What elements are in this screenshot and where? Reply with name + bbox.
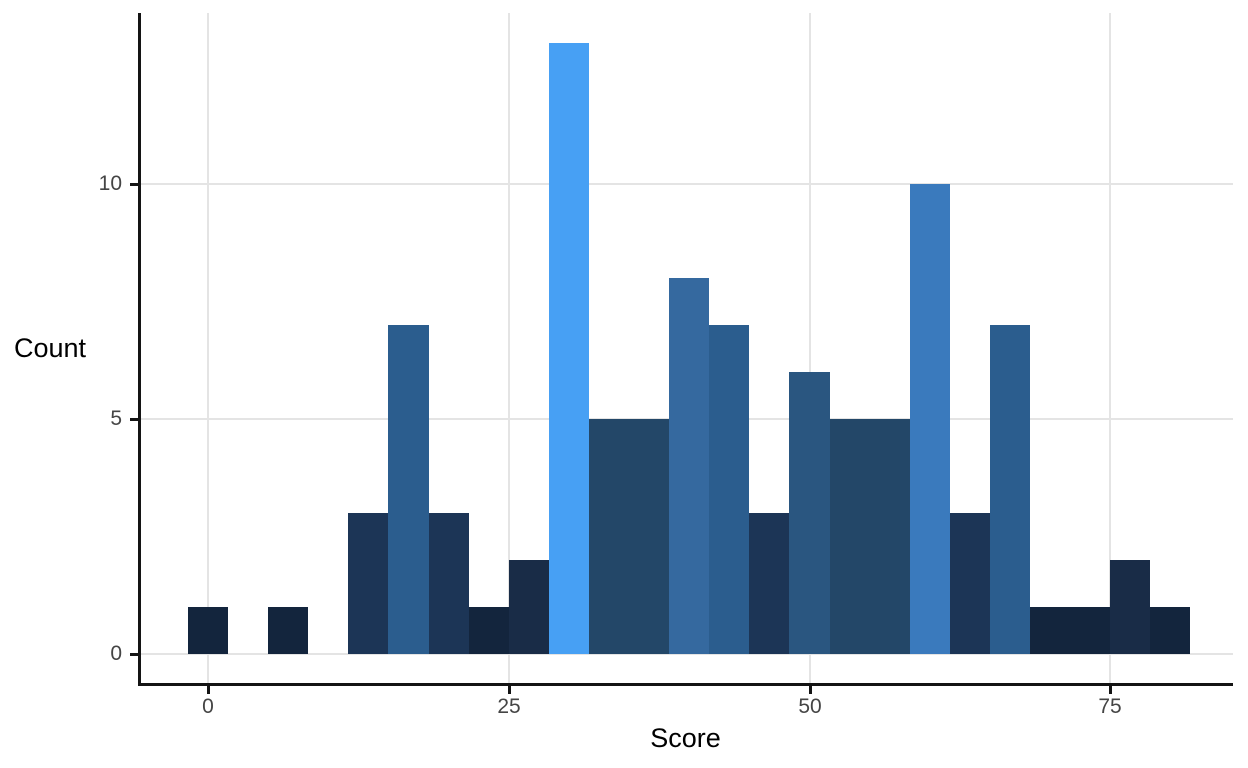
x-gridline — [1109, 13, 1111, 683]
histogram-bar — [910, 184, 950, 654]
histogram-bar — [1070, 607, 1110, 654]
y-axis-line — [138, 13, 141, 686]
histogram-bar — [950, 513, 990, 654]
histogram-bar — [188, 607, 228, 654]
histogram-bar — [749, 513, 789, 654]
x-tick-label: 25 — [497, 695, 521, 718]
x-tick-label: 75 — [1098, 695, 1122, 718]
histogram-bar — [268, 607, 308, 654]
x-gridline — [508, 13, 510, 683]
x-axis-title: Score — [650, 723, 721, 753]
y-tick-label: 10 — [98, 172, 122, 195]
histogram-bar — [629, 419, 669, 654]
y-gridline — [141, 653, 1233, 655]
x-tick — [207, 686, 210, 694]
y-tick — [130, 183, 138, 186]
histogram-bar — [1150, 607, 1190, 654]
histogram-bar — [870, 419, 910, 654]
y-axis-title: Count — [14, 333, 87, 363]
histogram-bar — [388, 325, 429, 654]
x-tick — [809, 686, 812, 694]
histogram-bar — [1110, 560, 1150, 654]
x-axis-line — [138, 683, 1233, 686]
x-tick-label: 0 — [202, 695, 214, 718]
x-gridline — [809, 13, 811, 683]
histogram-bar — [830, 419, 870, 654]
y-tick — [130, 653, 138, 656]
histogram-bar — [469, 607, 509, 654]
x-tick — [1109, 686, 1112, 694]
y-tick-label: 5 — [110, 407, 122, 430]
histogram-bar — [709, 325, 749, 654]
histogram-bar — [669, 278, 709, 654]
x-gridline — [207, 13, 209, 683]
histogram-bar — [589, 419, 629, 654]
y-tick-label: 0 — [110, 642, 122, 665]
x-tick-label: 50 — [798, 695, 822, 718]
y-gridline — [141, 183, 1233, 185]
histogram-bar — [429, 513, 469, 654]
histogram-bar — [990, 325, 1030, 654]
y-tick — [130, 418, 138, 421]
histogram-bar — [509, 560, 549, 654]
x-tick — [508, 686, 511, 694]
histogram-bar — [348, 513, 388, 654]
histogram-bar — [549, 43, 589, 654]
histogram-bar — [789, 372, 830, 654]
histogram-bar — [1030, 607, 1070, 654]
